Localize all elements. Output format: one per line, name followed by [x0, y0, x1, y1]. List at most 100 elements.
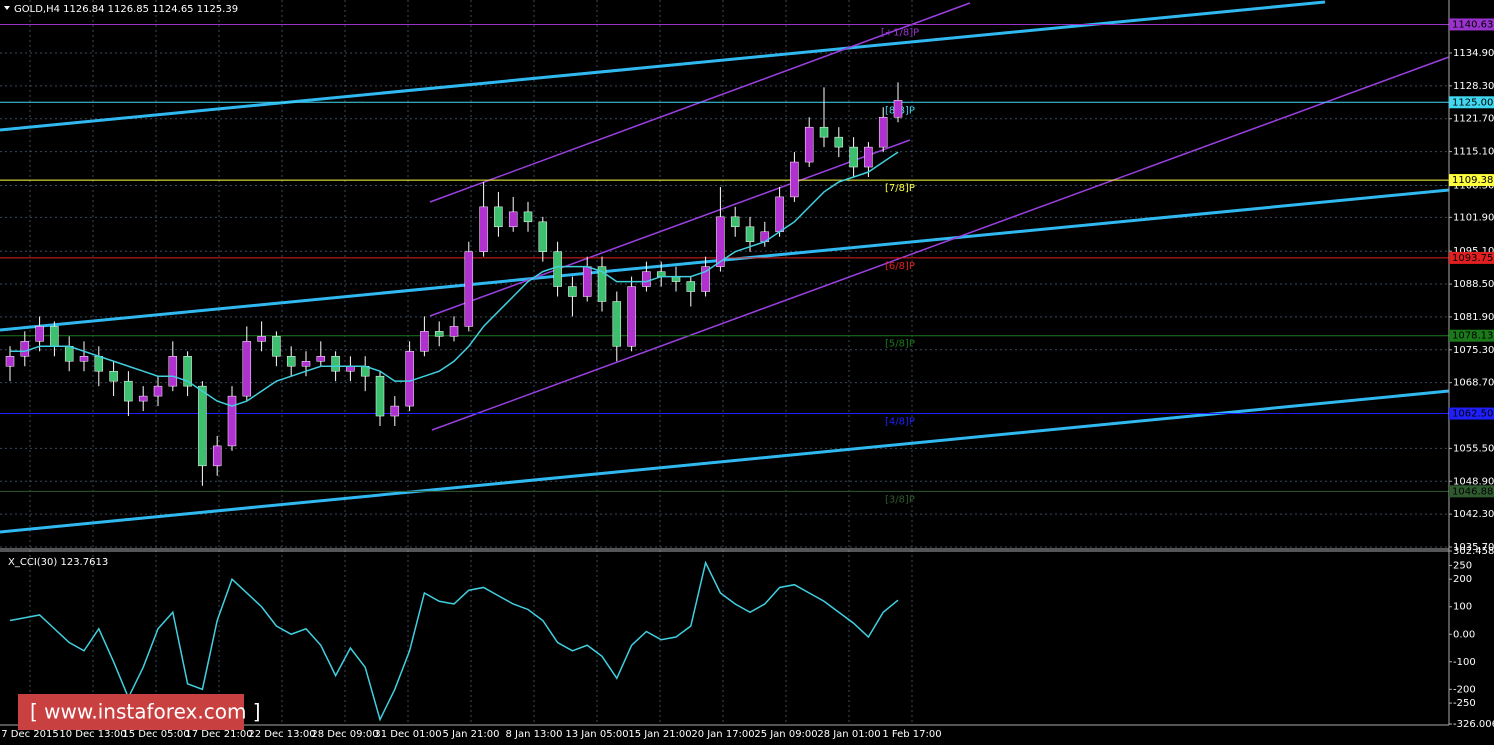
- indicator-title: X_CCI(30) 123.7613: [8, 557, 108, 568]
- candle-body: [612, 301, 622, 347]
- candle-body: [405, 351, 414, 407]
- candle-body: [464, 251, 474, 327]
- x-tick-label: 13 Jan 05:00: [565, 729, 628, 740]
- candle-body: [153, 385, 163, 397]
- level-tag: [3/8]P: [885, 494, 915, 505]
- candle-body: [893, 100, 903, 118]
- chart-title: GOLD,H4 1126.84 1126.85 1124.65 1125.39: [14, 4, 238, 15]
- candle-body: [5, 356, 15, 367]
- candle-body: [730, 216, 740, 228]
- candle-body: [878, 116, 888, 148]
- y-tick-label: 1048.90: [1453, 476, 1494, 487]
- candle-body: [79, 356, 89, 362]
- y-tick-label: 1095.10: [1453, 246, 1494, 257]
- candle-body: [257, 336, 266, 342]
- level-label-box: [1449, 407, 1494, 420]
- level-label-box: [1449, 174, 1494, 187]
- x-tick-label: 28 Jan 01:00: [817, 729, 880, 740]
- candle-body: [124, 380, 133, 402]
- candle-body: [316, 356, 326, 362]
- candle-body: [109, 370, 118, 382]
- candle-body: [183, 356, 192, 387]
- y-tick-label: 1115.10: [1453, 147, 1494, 158]
- x-tick-label: 15 Jan 21:00: [628, 729, 691, 740]
- y-tick-label: 1081.90: [1453, 312, 1494, 323]
- level-label-box: [1449, 485, 1494, 498]
- y2-tick-label: 0.00: [1453, 629, 1475, 640]
- candle-body: [716, 216, 725, 267]
- candle-body: [272, 336, 281, 357]
- x-tick-label: 8 Jan 13:00: [506, 729, 563, 740]
- x-tick-label: 10 Dec 13:00: [59, 729, 126, 740]
- x-tick-label: 25 Jan 09:00: [754, 729, 817, 740]
- x-tick-label: 1 Feb 17:00: [882, 729, 941, 740]
- y-tick-label: 1035.70: [1453, 542, 1494, 553]
- watermark-box: [18, 694, 244, 730]
- y-tick-label: 1068.70: [1453, 378, 1494, 389]
- x-tick-label: 31 Dec 01:00: [374, 729, 441, 740]
- level-label: 1109.38: [1452, 175, 1493, 186]
- candle-body: [834, 136, 844, 148]
- candle-body: [227, 395, 237, 447]
- candle-body: [597, 266, 607, 302]
- y-tick-label: 1128.30: [1453, 81, 1494, 92]
- channel-line: [431, 56, 1450, 431]
- x-tick-label: 22 Dec 13:00: [248, 729, 315, 740]
- candle-body: [434, 331, 444, 337]
- level-label: 1078.13: [1452, 331, 1493, 342]
- level-tag: [4/8]P: [885, 417, 915, 428]
- y2-tick-label: 100: [1453, 602, 1472, 613]
- cci-line: [9, 560, 899, 722]
- candle-body: [94, 356, 104, 372]
- level-label: 1062.50: [1452, 409, 1493, 420]
- candle-body: [627, 286, 636, 347]
- level-label: 1093.75: [1452, 253, 1493, 264]
- candle-body: [198, 385, 207, 467]
- candle-body: [212, 445, 222, 467]
- level-label-box: [1449, 18, 1494, 31]
- level-label: 1140.63: [1452, 19, 1493, 30]
- candle-body: [35, 326, 44, 342]
- level-label: 1125.00: [1452, 97, 1493, 108]
- level-label: 1046.88: [1452, 486, 1493, 497]
- level-label-box: [1449, 329, 1494, 342]
- candle-body: [790, 161, 799, 198]
- plot: [+1/8]P[8/8]P[7/8]P[6/8]P[5/8]P[4/8]P[3/…: [0, 23, 1449, 722]
- axes: 1035.70 1042.30 1048.90 1055.50 1068.70 1075.…: [1, 18, 1494, 740]
- y2-tick-label: 200: [1453, 574, 1472, 585]
- candle-body: [553, 251, 562, 287]
- candle-body: [523, 211, 533, 223]
- candle-body: [64, 346, 74, 362]
- y-tick-label: 1075.30: [1453, 345, 1494, 356]
- y2-tick-label: -250: [1453, 698, 1476, 709]
- candle-body: [494, 206, 503, 228]
- candle-body: [701, 266, 710, 292]
- level-label-box: [1449, 96, 1494, 109]
- candle-body: [301, 361, 311, 367]
- candle-body: [390, 405, 400, 417]
- candle-body: [168, 356, 178, 387]
- y2-tick-label: 250: [1453, 560, 1472, 571]
- y-tick-label: 1134.90: [1453, 48, 1494, 59]
- candle-body: [286, 356, 296, 367]
- channel-line: [429, 139, 911, 317]
- candle-body: [849, 146, 858, 168]
- y-tick-label: 1042.30: [1453, 509, 1494, 520]
- candle-body: [568, 286, 577, 297]
- candle-body: [449, 326, 459, 337]
- level-tag: [5/8]P: [885, 339, 915, 350]
- y-tick-label: 1101.90: [1453, 212, 1494, 223]
- candle-body: [775, 196, 784, 233]
- watermark: [ www.instaforex.com ]: [30, 700, 261, 724]
- candle-body: [538, 221, 548, 252]
- level-tag: [+1/8]P: [881, 27, 919, 38]
- candle-body: [745, 226, 755, 242]
- y2-tick-label: -200: [1453, 684, 1476, 695]
- x-tick-label: 5 Jan 21:00: [443, 729, 500, 740]
- candle-body: [686, 281, 696, 292]
- y2-tick-label: -100: [1453, 657, 1476, 668]
- candle-body: [804, 126, 814, 163]
- x-tick-label: 20 Jan 17:00: [691, 729, 754, 740]
